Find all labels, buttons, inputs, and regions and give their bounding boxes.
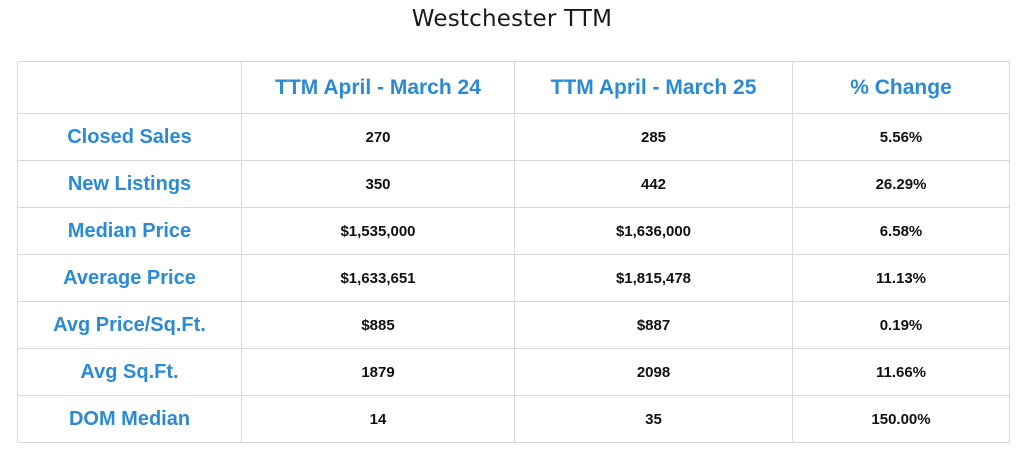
cell-value: 11.66%	[792, 348, 1010, 396]
cell-value: 150.00%	[792, 395, 1010, 443]
table-row: Median Price $1,535,000 $1,636,000 6.58%	[17, 207, 1010, 255]
row-label-dom-median: DOM Median	[17, 395, 242, 443]
cell-value: $1,636,000	[514, 207, 793, 255]
cell-value: 1879	[241, 348, 515, 396]
cell-value: 14	[241, 395, 515, 443]
cell-value: $887	[514, 301, 793, 349]
cell-value: 270	[241, 113, 515, 161]
header-cell-pct-change: % Change	[792, 61, 1010, 114]
header-cell-corner	[17, 61, 242, 114]
cell-value: 285	[514, 113, 793, 161]
cell-value: 26.29%	[792, 160, 1010, 208]
table-row: Avg Price/Sq.Ft. $885 $887 0.19%	[17, 301, 1010, 349]
table-title: Westchester TTM	[411, 6, 613, 32]
header-cell-ttm-25: TTM April - March 25	[514, 61, 793, 114]
cell-value: 442	[514, 160, 793, 208]
cell-value: 350	[241, 160, 515, 208]
cell-value: 0.19%	[792, 301, 1010, 349]
cell-value: $885	[241, 301, 515, 349]
cell-value: 5.56%	[792, 113, 1010, 161]
row-label-avg-sqft: Avg Sq.Ft.	[17, 348, 242, 396]
cell-value: 35	[514, 395, 793, 443]
cell-value: 6.58%	[792, 207, 1010, 255]
header-row: TTM April - March 24 TTM April - March 2…	[17, 61, 1010, 114]
header-cell-ttm-24: TTM April - March 24	[241, 61, 515, 114]
cell-value: $1,535,000	[241, 207, 515, 255]
table-row: DOM Median 14 35 150.00%	[17, 395, 1010, 443]
row-label-closed-sales: Closed Sales	[17, 113, 242, 161]
row-label-avg-price-sqft: Avg Price/Sq.Ft.	[17, 301, 242, 349]
cell-value: $1,815,478	[514, 254, 793, 302]
stats-table: TTM April - March 24 TTM April - March 2…	[17, 61, 1010, 443]
row-label-median-price: Median Price	[17, 207, 242, 255]
row-label-average-price: Average Price	[17, 254, 242, 302]
cell-value: 11.13%	[792, 254, 1010, 302]
row-label-new-listings: New Listings	[17, 160, 242, 208]
table-row: Avg Sq.Ft. 1879 2098 11.66%	[17, 348, 1010, 396]
cell-value: $1,633,651	[241, 254, 515, 302]
table-row: Average Price $1,633,651 $1,815,478 11.1…	[17, 254, 1010, 302]
table-row: New Listings 350 442 26.29%	[17, 160, 1010, 208]
cell-value: 2098	[514, 348, 793, 396]
table-row: Closed Sales 270 285 5.56%	[17, 113, 1010, 161]
